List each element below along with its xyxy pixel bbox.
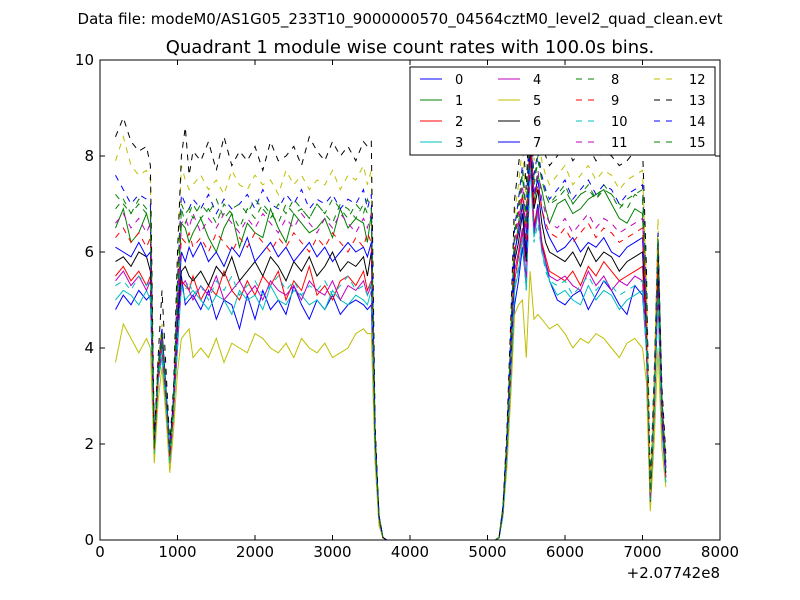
legend-label: 6 xyxy=(533,115,541,130)
legend-label: 13 xyxy=(689,94,706,109)
y-tick-label: 0 xyxy=(84,531,94,549)
chart-suptitle: Data file: modeM0/AS1G05_233T10_90000005… xyxy=(78,10,723,29)
plot-frame xyxy=(99,59,721,541)
legend-label: 4 xyxy=(533,73,541,88)
series-line-0 xyxy=(115,165,667,541)
legend-label: 2 xyxy=(455,115,463,130)
x-tick-label: 6000 xyxy=(546,543,584,561)
x-tick-label: 7000 xyxy=(623,543,661,561)
y-tick-label: 2 xyxy=(84,435,94,453)
x-tick-label: 0 xyxy=(95,543,105,561)
series-line-4 xyxy=(115,155,667,541)
x-tick-label: 3000 xyxy=(313,543,351,561)
y-tick-label: 6 xyxy=(84,243,94,261)
series-line-8 xyxy=(115,117,667,541)
series-line-7 xyxy=(115,127,667,541)
x-tick-label: 5000 xyxy=(468,543,506,561)
legend-label: 11 xyxy=(611,136,628,151)
legend-label: 12 xyxy=(689,73,706,88)
series-line-14 xyxy=(115,107,667,541)
legend-label: 3 xyxy=(455,136,463,151)
legend-label: 1 xyxy=(455,94,463,109)
legend-label: 8 xyxy=(611,73,619,88)
legend-label: 5 xyxy=(533,94,541,109)
legend-box xyxy=(409,66,716,156)
series-line-5 xyxy=(115,271,667,541)
series-line-10 xyxy=(115,165,667,541)
series-line-11 xyxy=(115,122,667,541)
legend-label: 7 xyxy=(533,136,541,151)
y-tick-label: 4 xyxy=(84,339,94,357)
x-tick-label: 4000 xyxy=(391,543,429,561)
y-tick-label: 8 xyxy=(84,147,94,165)
legend-label: 9 xyxy=(611,94,619,109)
x-tick-label: 8000 xyxy=(701,543,739,561)
legend-label: 14 xyxy=(689,115,706,130)
legend-label: 0 xyxy=(455,73,463,88)
legend-label: 10 xyxy=(611,115,628,130)
series-line-6 xyxy=(115,141,667,541)
chart-title: Quadrant 1 module wise count rates with … xyxy=(166,37,655,58)
series-line-3 xyxy=(115,160,667,541)
series-line-12 xyxy=(115,93,667,541)
legend-label: 15 xyxy=(689,136,706,151)
series-line-15 xyxy=(115,112,667,541)
y-tick-label: 10 xyxy=(75,51,94,69)
x-tick-label: 1000 xyxy=(158,543,196,561)
x-offset-label: +2.07742e8 xyxy=(627,564,720,582)
x-tick-label: 2000 xyxy=(236,543,274,561)
